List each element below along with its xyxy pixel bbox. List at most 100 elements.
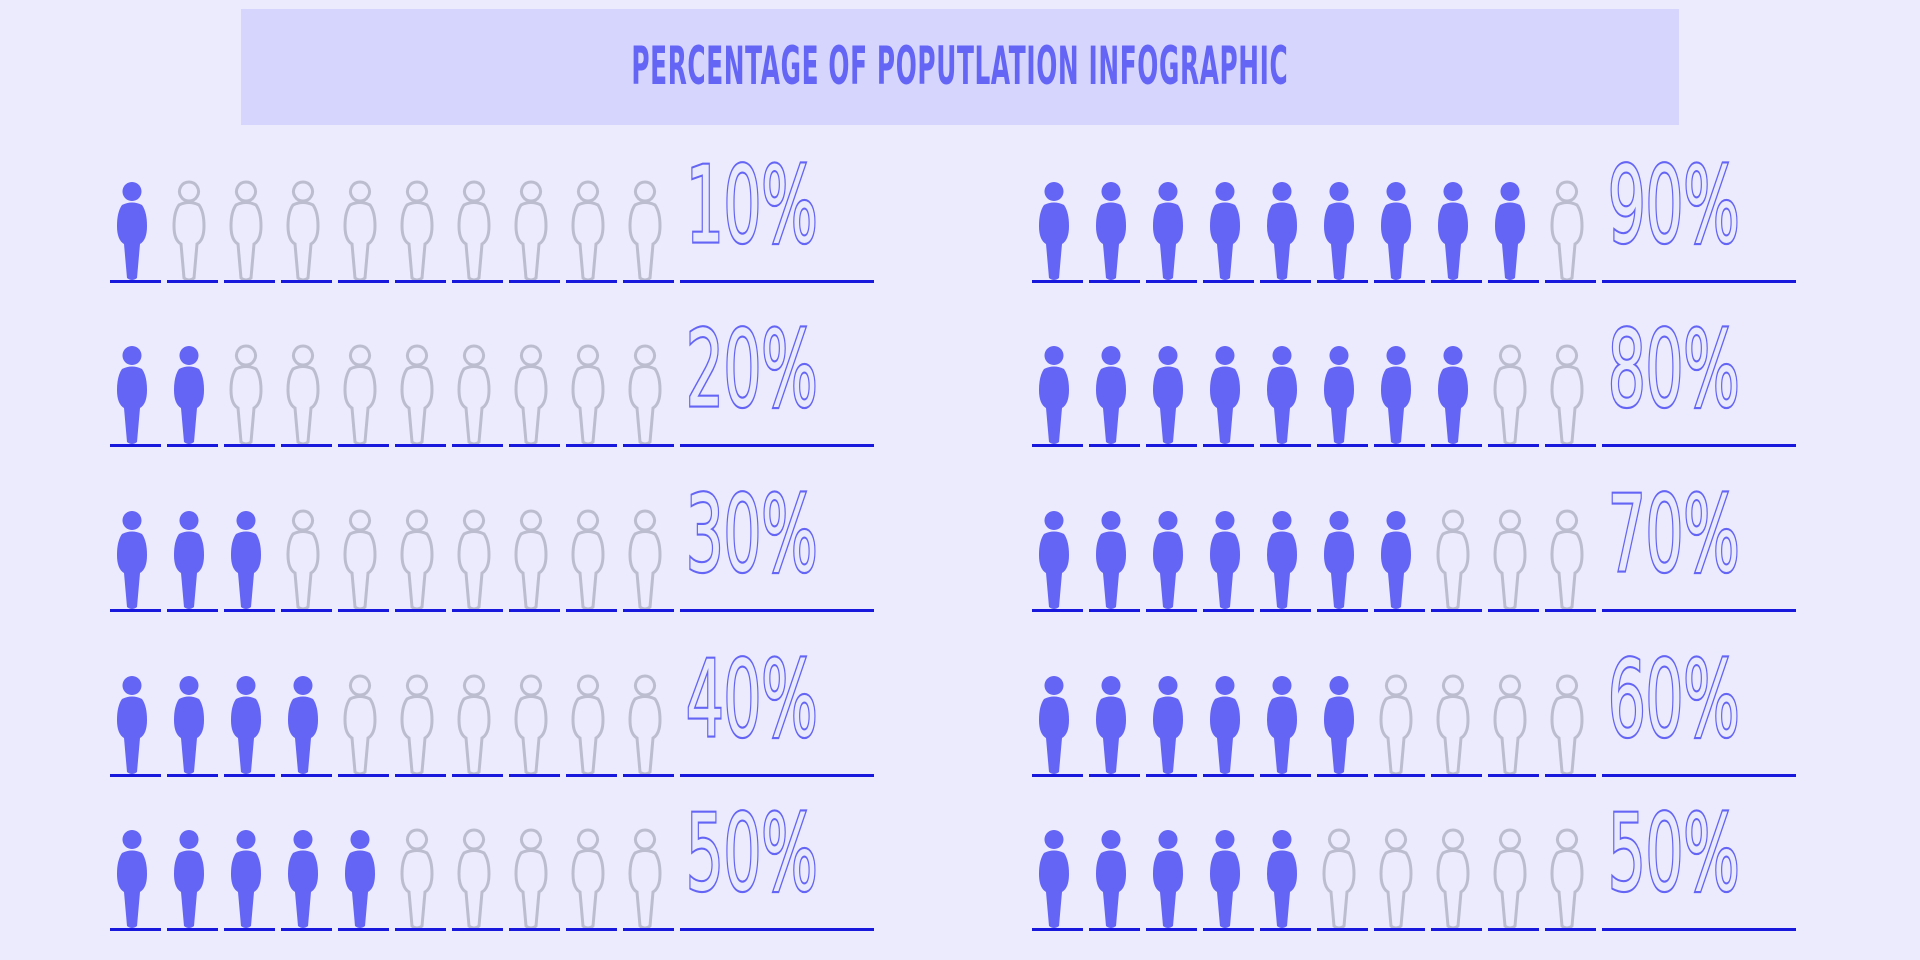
- baseline-segment: [1374, 280, 1425, 283]
- baseline-segment: [509, 444, 560, 447]
- percentage-label: 50%: [685, 791, 819, 917]
- person-icon: [1379, 674, 1413, 776]
- person-icon: [117, 346, 147, 444]
- baseline-segment: [509, 928, 560, 931]
- percentage-row: 40%: [110, 637, 874, 782]
- percentage-underline: [1602, 444, 1796, 447]
- person-icon: [1153, 346, 1183, 444]
- percentage-underline: [1602, 928, 1796, 931]
- person-icon: [1379, 828, 1413, 930]
- person-icon: [1550, 674, 1584, 776]
- person-icon: [1096, 182, 1126, 280]
- person-icon: [571, 509, 605, 611]
- person-icon-empty: [397, 507, 437, 617]
- person-icon: [400, 180, 434, 282]
- person-icon: [174, 346, 204, 444]
- baseline-segment: [395, 928, 446, 931]
- person-icon-empty: [568, 672, 608, 782]
- baseline-segment: [1146, 444, 1197, 447]
- baseline-segment: [395, 774, 446, 777]
- person-icon: [288, 676, 318, 774]
- person-icon: [571, 828, 605, 930]
- person-icon: [117, 182, 147, 280]
- baseline-segment: [224, 928, 275, 931]
- people-group: [110, 178, 680, 288]
- person-icon-empty: [454, 178, 494, 288]
- person-icon-empty: [511, 826, 551, 936]
- person-icon: [1267, 830, 1297, 928]
- person-icon: [1267, 511, 1297, 609]
- person-icon-empty: [226, 342, 266, 452]
- person-icon: [1381, 511, 1411, 609]
- person-icon: [628, 509, 662, 611]
- baseline-segment: [395, 609, 446, 612]
- person-icon: [628, 828, 662, 930]
- person-icon-filled: [1433, 178, 1473, 288]
- person-icon-filled: [1205, 672, 1245, 782]
- baseline-segment: [1146, 928, 1197, 931]
- baseline-segment: [1089, 280, 1140, 283]
- percentage-label: 50%: [1607, 791, 1741, 917]
- people-group: [1032, 672, 1602, 782]
- person-icon: [400, 828, 434, 930]
- person-icon-filled: [1262, 342, 1302, 452]
- person-icon: [514, 180, 548, 282]
- person-icon: [229, 180, 263, 282]
- baseline-segment: [623, 444, 674, 447]
- percentage-label: 10%: [685, 143, 819, 269]
- person-icon-empty: [1547, 826, 1587, 936]
- person-icon: [457, 344, 491, 446]
- baseline-segment: [281, 774, 332, 777]
- person-icon: [288, 830, 318, 928]
- person-icon-empty: [1319, 826, 1359, 936]
- person-icon: [628, 674, 662, 776]
- baseline-segment: [224, 280, 275, 283]
- baseline-segment: [1089, 928, 1140, 931]
- person-icon: [1210, 346, 1240, 444]
- person-icon-filled: [1319, 342, 1359, 452]
- baseline-segment: [1545, 928, 1596, 931]
- person-icon-filled: [283, 826, 323, 936]
- person-icon: [514, 344, 548, 446]
- person-icon: [1096, 346, 1126, 444]
- person-icon-empty: [568, 178, 608, 288]
- baseline-segment: [338, 280, 389, 283]
- person-icon: [1210, 676, 1240, 774]
- baseline-segment: [281, 444, 332, 447]
- person-icon-filled: [1262, 672, 1302, 782]
- person-icon-filled: [226, 826, 266, 936]
- person-icon-filled: [1148, 342, 1188, 452]
- baseline-segment: [566, 280, 617, 283]
- percentage-underline: [1602, 609, 1796, 612]
- percentage-row: 80%: [1032, 307, 1796, 452]
- baseline-segment: [1545, 609, 1596, 612]
- baseline-segment: [1260, 609, 1311, 612]
- percentage-underline: [1602, 280, 1796, 283]
- person-icon: [1495, 182, 1525, 280]
- baseline-segment: [1146, 609, 1197, 612]
- person-icon: [1550, 828, 1584, 930]
- person-icon-empty: [1490, 342, 1530, 452]
- person-icon: [514, 828, 548, 930]
- baseline-segment: [1431, 280, 1482, 283]
- person-icon-empty: [511, 342, 551, 452]
- baseline-segment: [1431, 609, 1482, 612]
- person-icon: [1039, 676, 1069, 774]
- person-icon-filled: [226, 672, 266, 782]
- baseline-segment: [566, 444, 617, 447]
- person-icon: [174, 511, 204, 609]
- person-icon-empty: [1433, 507, 1473, 617]
- person-icon: [286, 180, 320, 282]
- person-icon-empty: [511, 178, 551, 288]
- baseline-segment: [167, 928, 218, 931]
- person-icon: [1039, 346, 1069, 444]
- people-group: [110, 342, 680, 452]
- percentage-row: 20%: [110, 307, 874, 452]
- percentage-label: 80%: [1607, 307, 1741, 433]
- person-icon: [457, 674, 491, 776]
- person-icon: [343, 674, 377, 776]
- person-icon: [1550, 344, 1584, 446]
- person-icon: [571, 180, 605, 282]
- baseline-segment: [1032, 444, 1083, 447]
- person-icon: [628, 180, 662, 282]
